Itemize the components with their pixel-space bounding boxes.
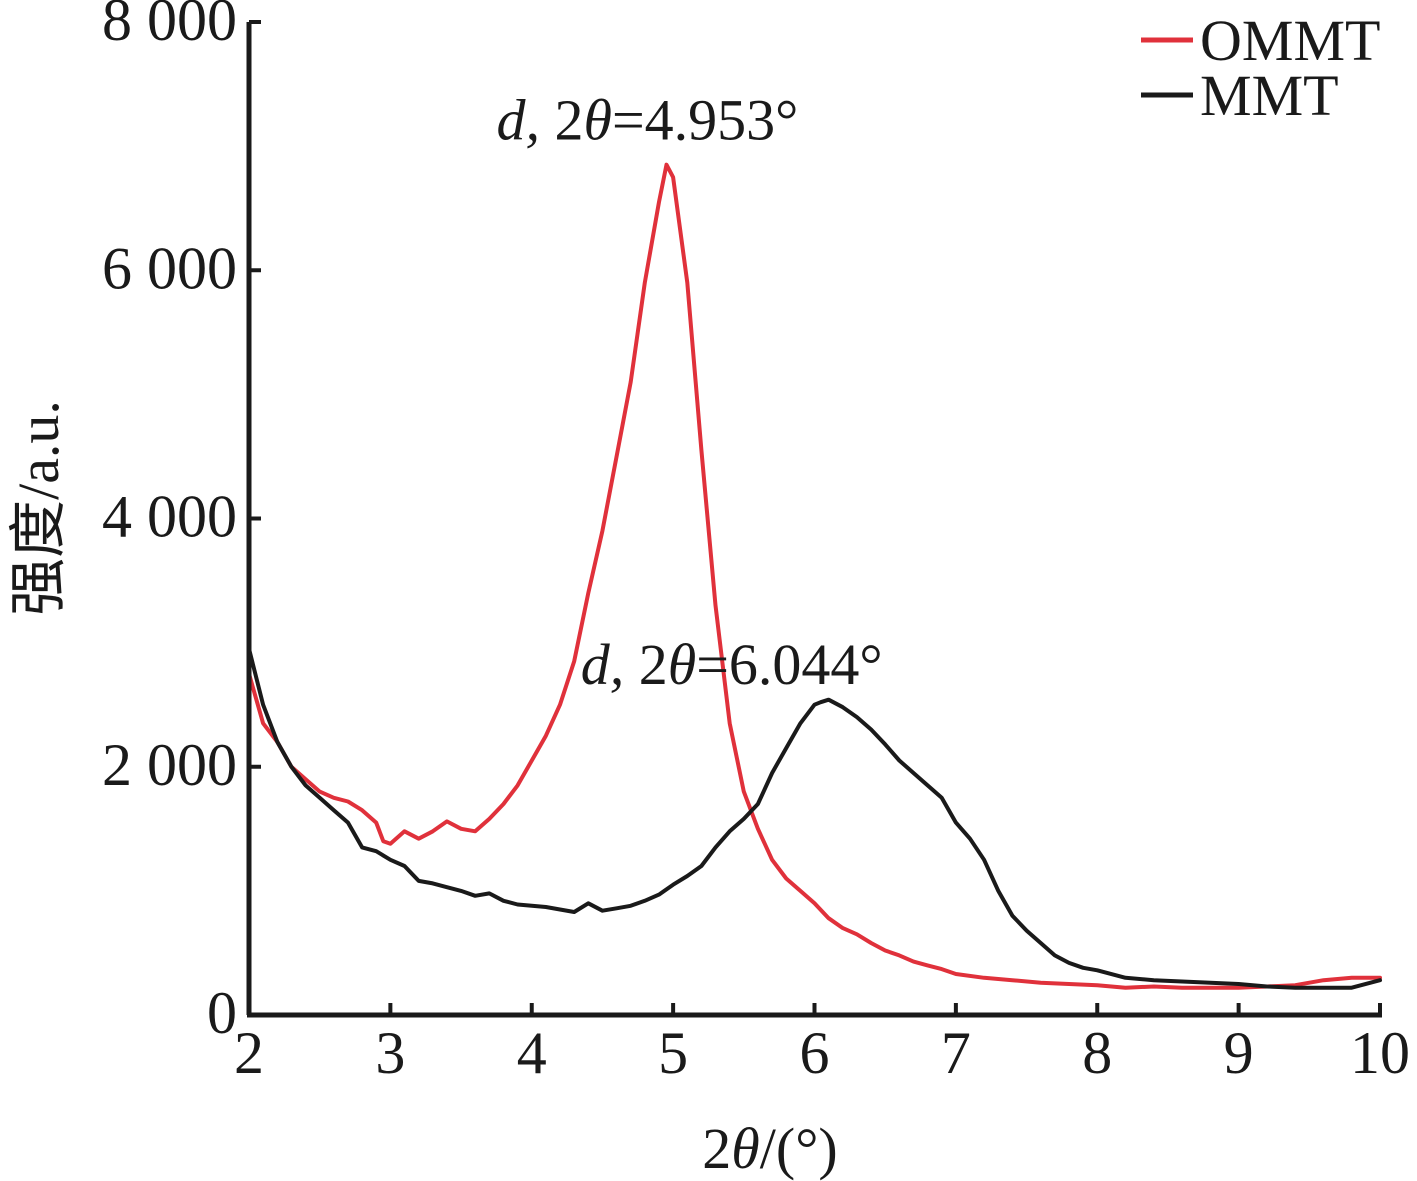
peak-annotation: d, 2θ=4.953° (496, 88, 798, 153)
y-tick-label: 8 000 (102, 0, 237, 53)
x-tick-label: 8 (1082, 1020, 1112, 1086)
x-axis-ticks: 2 3 4 5 6 7 8 9 10 (234, 1003, 1410, 1086)
y-tick-label: 4 000 (102, 484, 237, 550)
x-axis-title-unit: /(°) (760, 1116, 838, 1181)
x-tick-label: 2 (234, 1020, 264, 1086)
y-tick-label: 0 (207, 980, 237, 1046)
x-tick-label: 4 (517, 1020, 547, 1086)
peak-annotation: d, 2θ=6.044° (581, 632, 883, 697)
x-tick-label: 6 (800, 1020, 830, 1086)
x-tick-label: 3 (375, 1020, 405, 1086)
x-tick-label: 7 (941, 1020, 971, 1086)
x-tick-label: 5 (658, 1020, 688, 1086)
x-axis-title-symbol: θ (731, 1116, 760, 1181)
x-tick-label: 10 (1350, 1020, 1410, 1086)
y-tick-label: 6 000 (102, 235, 237, 301)
x-axis-title-number: 2 (702, 1116, 731, 1181)
peak-annotations: d, 2θ=4.953° d, 2θ=6.044° (496, 88, 882, 697)
series-group (247, 162, 1382, 990)
y-axis-ticks: 0 2 000 4 000 6 000 8 000 (102, 0, 261, 1046)
plot-area: 2 3 4 5 6 7 8 9 10 0 2 000 4 000 6 000 8 000 (102, 0, 1410, 1086)
x-tick-label: 9 (1224, 1020, 1254, 1086)
y-tick-label: 2 000 (102, 732, 237, 798)
series-line-ommt (247, 162, 1382, 990)
legend-label-ommt: OMMT (1200, 8, 1380, 73)
y-axis-title: 强度/a.u. (6, 400, 71, 616)
legend-label-mmt: MMT (1200, 63, 1339, 128)
series-line-mmt (247, 646, 1382, 990)
x-axis-title: 2θ/(°) (702, 1116, 837, 1181)
